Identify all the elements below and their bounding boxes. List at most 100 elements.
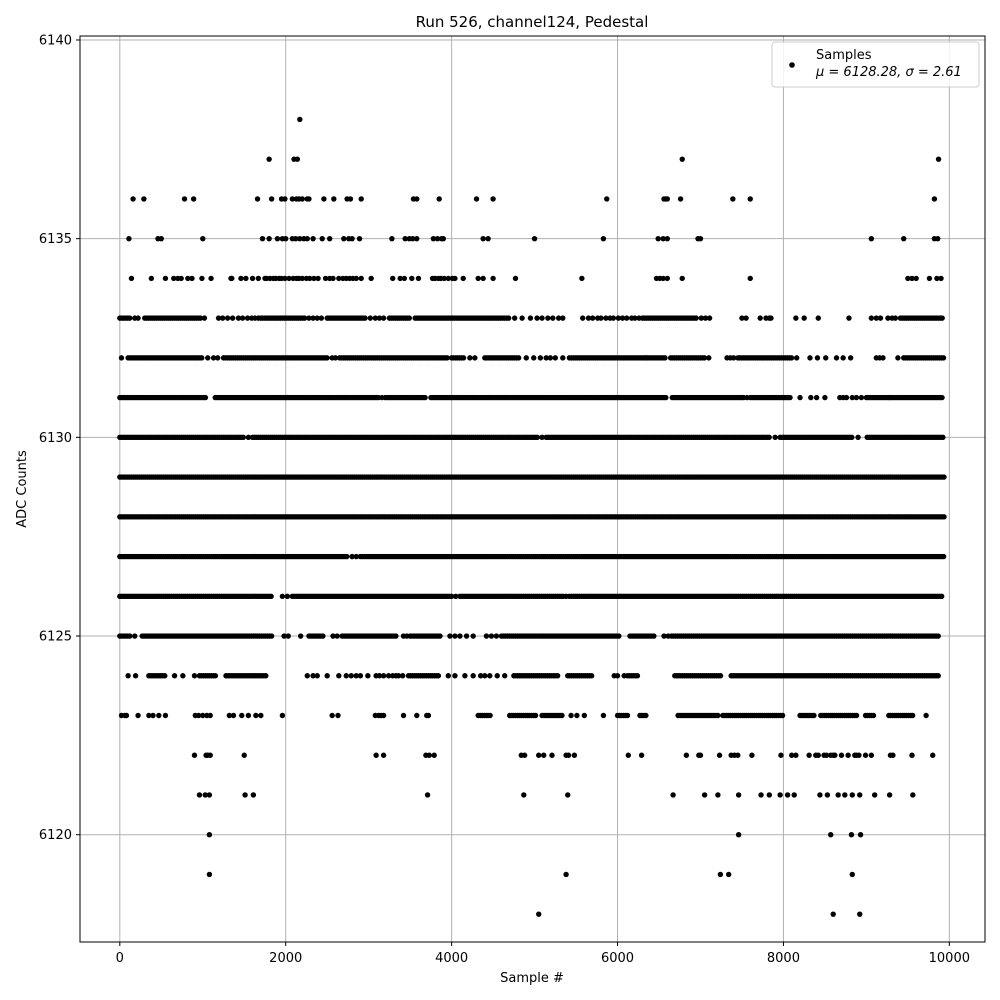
data-point bbox=[362, 315, 368, 321]
data-point bbox=[331, 196, 337, 202]
data-point bbox=[347, 196, 354, 202]
data-point bbox=[766, 434, 772, 441]
data-point bbox=[589, 315, 596, 321]
data-point bbox=[135, 315, 141, 321]
data-point bbox=[511, 315, 518, 321]
data-point bbox=[150, 712, 156, 719]
data-point bbox=[909, 712, 916, 719]
data-point bbox=[472, 355, 478, 361]
data-point bbox=[422, 394, 428, 401]
data-point bbox=[341, 235, 347, 242]
data-point bbox=[460, 355, 467, 361]
data-point bbox=[490, 275, 496, 282]
data-point bbox=[376, 315, 383, 321]
data-point bbox=[523, 355, 529, 361]
data-point bbox=[199, 275, 205, 282]
data-point bbox=[757, 315, 763, 321]
data-point bbox=[715, 712, 721, 719]
data-point bbox=[938, 275, 944, 282]
data-point bbox=[441, 275, 447, 282]
data-point bbox=[200, 235, 206, 242]
data-point bbox=[730, 196, 736, 202]
data-point bbox=[547, 355, 554, 361]
data-point bbox=[380, 673, 387, 679]
data-point bbox=[935, 156, 942, 162]
data-point bbox=[326, 235, 333, 242]
data-point bbox=[905, 275, 911, 282]
data-point bbox=[697, 235, 704, 242]
data-point bbox=[215, 315, 222, 321]
data-point bbox=[600, 712, 607, 719]
data-point bbox=[536, 911, 542, 917]
data-point bbox=[545, 315, 551, 321]
legend-series-name: Samples bbox=[816, 48, 872, 63]
data-point bbox=[208, 275, 214, 282]
data-point bbox=[268, 593, 274, 599]
data-point bbox=[822, 394, 828, 401]
data-point bbox=[452, 633, 458, 639]
data-point bbox=[128, 275, 135, 282]
x-tick-label: 0 bbox=[116, 951, 124, 966]
data-point bbox=[793, 752, 799, 758]
data-point bbox=[797, 394, 803, 401]
data-point bbox=[349, 553, 355, 560]
data-point bbox=[717, 673, 724, 679]
data-point bbox=[279, 593, 286, 599]
data-point bbox=[815, 752, 821, 758]
data-point bbox=[447, 633, 453, 639]
data-point bbox=[467, 355, 473, 361]
data-point bbox=[890, 752, 896, 758]
data-point bbox=[397, 275, 403, 282]
data-point bbox=[310, 235, 316, 242]
data-point bbox=[824, 792, 831, 798]
data-point bbox=[401, 275, 408, 282]
data-point bbox=[845, 752, 851, 758]
data-point bbox=[843, 394, 850, 401]
data-point bbox=[643, 712, 649, 719]
chart-title: Run 526, channel124, Pedestal bbox=[416, 13, 649, 31]
data-point bbox=[212, 673, 219, 679]
data-point bbox=[336, 673, 342, 679]
data-point bbox=[835, 792, 841, 798]
data-point bbox=[701, 792, 708, 798]
data-point bbox=[368, 275, 374, 282]
data-point bbox=[306, 196, 312, 202]
data-point bbox=[939, 394, 945, 401]
data-point bbox=[162, 275, 169, 282]
data-point bbox=[931, 196, 938, 202]
data-point bbox=[519, 315, 525, 321]
data-point bbox=[488, 633, 495, 639]
data-point bbox=[475, 275, 481, 282]
data-point bbox=[191, 673, 198, 679]
data-point bbox=[202, 792, 208, 798]
data-point bbox=[414, 712, 420, 719]
data-point bbox=[266, 156, 272, 162]
data-point bbox=[840, 355, 846, 361]
data-point bbox=[380, 752, 387, 758]
data-point bbox=[849, 871, 855, 878]
data-point bbox=[330, 275, 336, 282]
data-point bbox=[862, 752, 869, 758]
data-point bbox=[706, 355, 712, 361]
data-point bbox=[409, 275, 415, 282]
data-point bbox=[483, 633, 490, 639]
data-point bbox=[598, 315, 604, 321]
data-point bbox=[735, 792, 742, 798]
data-point bbox=[808, 394, 814, 401]
data-point bbox=[259, 235, 266, 242]
data-point bbox=[651, 633, 657, 639]
data-point bbox=[353, 673, 359, 679]
y-tick-label: 6130 bbox=[39, 431, 72, 446]
data-point bbox=[239, 315, 246, 321]
data-point bbox=[268, 196, 275, 202]
data-point bbox=[437, 633, 443, 639]
data-point bbox=[477, 673, 484, 679]
data-point bbox=[940, 355, 947, 361]
data-point bbox=[148, 275, 155, 282]
data-point bbox=[806, 752, 812, 758]
data-point bbox=[365, 673, 371, 679]
data-point bbox=[814, 355, 821, 361]
data-point bbox=[664, 235, 670, 242]
data-point bbox=[935, 673, 941, 679]
data-point bbox=[698, 315, 705, 321]
